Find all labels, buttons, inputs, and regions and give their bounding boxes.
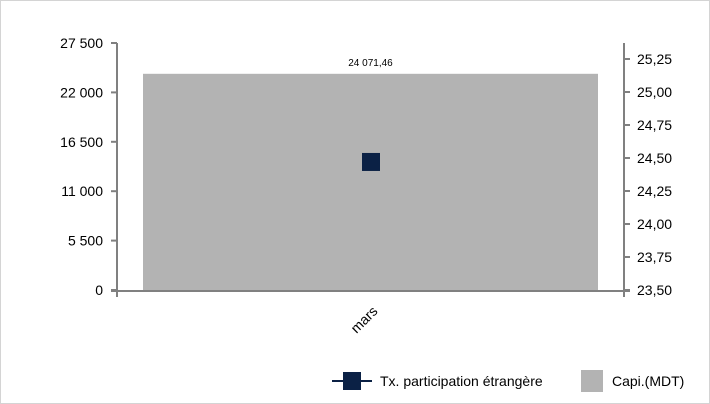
bar bbox=[143, 73, 598, 290]
right-axis-tick-label: 24,75 bbox=[637, 117, 672, 133]
left-axis-tick-label: 22 000 bbox=[60, 84, 103, 100]
bar-data-label: 24 071,46 bbox=[348, 58, 393, 69]
x-axis-category-label: mars bbox=[347, 303, 380, 336]
left-axis-tick-label: 16 500 bbox=[60, 134, 103, 150]
legend-marker-swatch bbox=[343, 372, 361, 390]
right-axis-tick-label: 25,25 bbox=[637, 51, 672, 67]
legend-label: Tx. participation étrangère bbox=[380, 373, 543, 389]
right-axis-tick-label: 24,00 bbox=[637, 216, 672, 232]
left-axis-tick-label: 5 500 bbox=[68, 233, 103, 249]
left-axis-tick-label: 27 500 bbox=[60, 35, 103, 51]
right-axis-tick-label: 25,00 bbox=[637, 84, 672, 100]
left-axis-tick-label: 11 000 bbox=[61, 183, 103, 199]
legend-bar-swatch bbox=[581, 370, 603, 392]
right-axis-tick-label: 24,50 bbox=[637, 150, 672, 166]
series-marker bbox=[362, 152, 380, 171]
legend-label: Capi.(MDT) bbox=[612, 373, 684, 389]
right-axis-tick-label: 23,50 bbox=[637, 282, 672, 298]
right-axis-tick-label: 23,75 bbox=[637, 249, 672, 265]
right-axis-tick-label: 24,25 bbox=[637, 183, 672, 199]
left-axis-tick-label: 0 bbox=[95, 282, 103, 298]
